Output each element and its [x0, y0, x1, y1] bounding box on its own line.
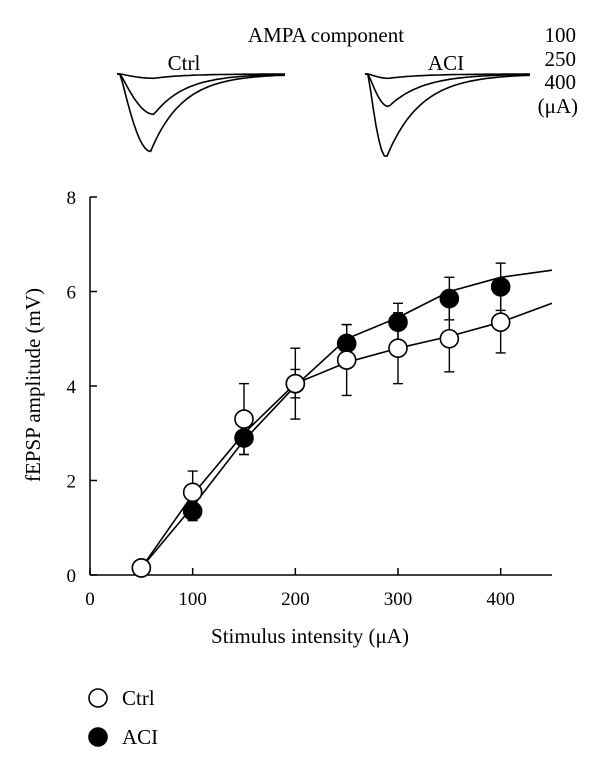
- trace-ctrl-400: [117, 73, 286, 153]
- trace-ctrl-100: [117, 73, 285, 80]
- point-ctrl-150: [234, 409, 254, 429]
- point-aci-250: [336, 333, 357, 354]
- point-ctrl-100: [182, 482, 203, 503]
- inset-stimulus-label-100: 100: [545, 23, 577, 47]
- trace-group: [117, 73, 531, 157]
- inset-title: AMPA component: [248, 23, 404, 47]
- x-axis-label: Stimulus intensity (μA): [211, 624, 409, 648]
- y-tick-label: 6: [67, 283, 77, 304]
- main-chart: 0 2 4 6 8 0 100 200 300 400 fEPSP amplitude (mV)…: [21, 188, 553, 648]
- inset-panel-label-ctrl: Ctrl: [168, 51, 201, 75]
- point-aci-100: [182, 501, 203, 522]
- x-tick-label: 0: [85, 589, 95, 610]
- x-tick-label: 100: [178, 589, 207, 610]
- point-ctrl-300: [388, 338, 408, 359]
- point-aci-300: [388, 312, 408, 333]
- y-tick-label: 8: [67, 188, 77, 209]
- trace-ctrl-250: [117, 73, 286, 116]
- point-aci-350: [439, 288, 460, 309]
- legend-marker-ctrl: [88, 688, 108, 708]
- inset-unit-label: (μA): [538, 94, 578, 118]
- inset-panel-label-aci: ACI: [428, 51, 464, 75]
- legend-label-ctrl: Ctrl: [122, 686, 155, 710]
- point-aci-150: [234, 428, 254, 448]
- x-tick-label: 400: [486, 589, 515, 610]
- ampa-trace-inset: AMPA component Ctrl ACI 100 250 400 (μA): [117, 23, 578, 157]
- inset-stimulus-label-250: 250: [545, 47, 577, 71]
- point-aci-400: [490, 276, 511, 297]
- fit-curves: [140, 269, 553, 569]
- legend-marker-aci: [88, 727, 108, 747]
- trace-aci-100: [365, 73, 530, 80]
- y-tick-label: 0: [67, 566, 77, 587]
- point-ctrl-50: [131, 558, 152, 578]
- trace-aci-250: [365, 73, 530, 108]
- point-ctrl-400: [490, 312, 511, 333]
- x-tick-label: 200: [281, 589, 310, 610]
- x-tick-group: 0 100 200 300 400: [85, 568, 515, 610]
- inset-stimulus-label-400: 400: [545, 70, 577, 94]
- trace-aci-400: [365, 73, 531, 157]
- data-points: [131, 276, 511, 578]
- fit-line-aci: [140, 269, 553, 569]
- y-tick-group: 0 2 4 6 8: [67, 188, 97, 587]
- point-ctrl-200: [285, 373, 306, 394]
- y-tick-label: 2: [67, 472, 77, 493]
- x-tick-label: 300: [384, 589, 413, 610]
- y-axis-label: fEPSP amplitude (mV): [21, 288, 45, 482]
- point-ctrl-350: [439, 328, 460, 349]
- legend: Ctrl ACI: [88, 686, 158, 749]
- point-ctrl-250: [336, 350, 357, 370]
- legend-label-aci: ACI: [122, 725, 158, 749]
- y-tick-label: 4: [67, 377, 77, 398]
